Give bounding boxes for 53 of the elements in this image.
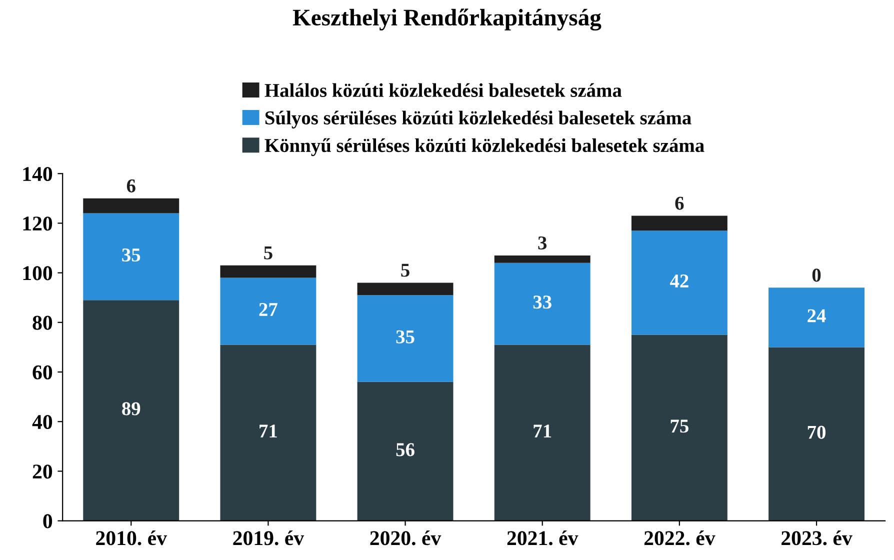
data-label: 42 [670, 274, 688, 288]
x-tick-label: 2021. év [507, 530, 578, 546]
data-label: 24 [808, 309, 826, 322]
bar [768, 288, 864, 348]
bar [768, 347, 864, 521]
data-label: 5 [264, 246, 272, 260]
x-tick-label: 2022. év [644, 530, 716, 546]
data-label: 71 [534, 424, 552, 438]
data-label: 0 [812, 268, 821, 282]
bar [357, 295, 454, 382]
data-label: 35 [396, 330, 414, 344]
legend-label: Súlyos sérüléses közúti közlekedési balesetek száma [265, 110, 692, 128]
y-tick-label: 40 [32, 414, 52, 430]
y-tick-label: 60 [32, 365, 52, 380]
bar [631, 334, 728, 521]
bar [494, 255, 590, 263]
bar [220, 344, 316, 521]
data-label: 27 [259, 303, 278, 316]
legend-label: Könnyű sérüléses közúti közlekedési balesetek száma [264, 138, 704, 156]
x-tick-label: 2010. év [96, 530, 167, 546]
x-tick-label: 2019. év [233, 530, 304, 546]
chart-title: Keszthelyi Rendőrkapitányság [292, 8, 602, 31]
legend-label: Halálos közúti közlekedési balesetek száma [264, 83, 622, 98]
bar [357, 382, 454, 521]
data-label: 6 [675, 196, 684, 210]
bar [83, 198, 180, 214]
bar [631, 230, 728, 335]
y-tick-label: 120 [23, 216, 52, 231]
data-label: 33 [533, 296, 552, 309]
bar [220, 278, 316, 345]
y-tick-label: 80 [32, 316, 52, 330]
data-label: 6 [126, 179, 136, 192]
y-tick-label: 0 [43, 514, 52, 528]
data-label: 75 [670, 420, 688, 433]
data-label: 5 [401, 264, 410, 277]
data-label: 70 [808, 426, 826, 439]
bar [631, 216, 728, 231]
data-label: 35 [122, 248, 140, 262]
data-label: 89 [122, 402, 140, 416]
bar [83, 213, 180, 300]
y-tick-label: 140 [23, 166, 52, 182]
bar [357, 282, 454, 296]
data-label: 56 [396, 443, 414, 456]
bar [494, 344, 590, 521]
x-tick-label: 2020. év [370, 530, 442, 546]
bar [220, 265, 316, 278]
bar [83, 300, 180, 521]
data-label: 3 [538, 236, 547, 250]
y-tick-label: 20 [32, 464, 52, 479]
y-tick-label: 100 [23, 266, 52, 280]
data-label: 71 [260, 424, 277, 438]
x-tick-label: 2023. év [782, 530, 852, 546]
bar [494, 262, 590, 345]
